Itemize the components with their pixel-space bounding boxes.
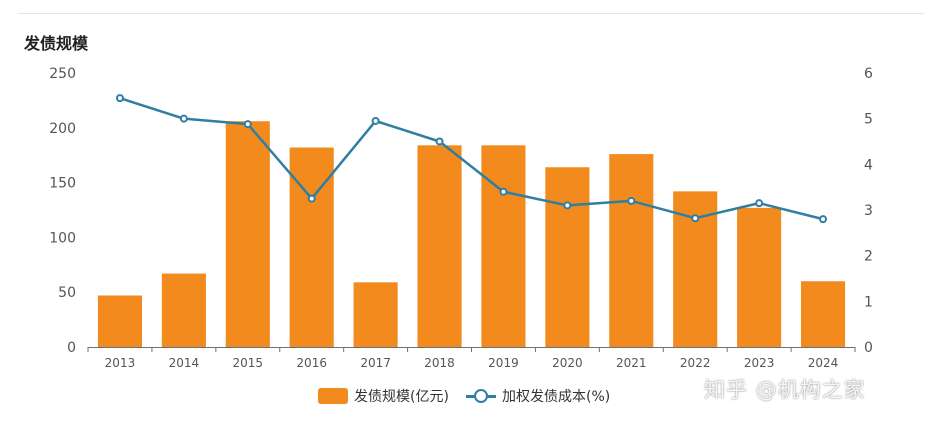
point-2015 (243, 120, 252, 129)
legend-item-bond-size[interactable]: 发债规模(亿元) (318, 386, 449, 406)
x-tick-label: 2022 (680, 356, 711, 370)
y-left-tick-label: 150 (49, 176, 76, 192)
x-tick-label: 2014 (169, 356, 200, 370)
point-2018 (435, 137, 444, 146)
x-tick-label: 2023 (744, 356, 775, 370)
y-right-tick-label: 2 (864, 249, 873, 265)
legend: 发债规模(亿元) 加权发债成本(%) (0, 386, 930, 412)
bar-2024 (800, 281, 846, 347)
y-left-tick-label: 200 (49, 121, 76, 137)
y-right-tick-label: 1 (864, 294, 873, 310)
point-2019 (499, 187, 508, 196)
bar-2023 (737, 207, 782, 347)
bar-2016 (289, 147, 334, 347)
bar-2020 (545, 167, 590, 347)
y-left-tick-label: 100 (49, 230, 76, 246)
y-right-tick-label: 0 (864, 340, 873, 356)
x-tick-label: 2021 (616, 356, 647, 370)
x-tick-label: 2020 (552, 356, 583, 370)
chart-title: 发债规模 (24, 34, 89, 53)
bar-2019 (481, 145, 526, 347)
y-right-tick-label: 5 (864, 112, 873, 128)
bar-2013 (97, 295, 143, 347)
x-tick-label: 2019 (488, 356, 519, 370)
point-2016 (307, 194, 316, 203)
legend-label-bond-size: 发债规模(亿元) (354, 389, 449, 405)
legend-bar-swatch (318, 388, 348, 404)
y-right-tick-label: 4 (864, 157, 873, 173)
bar-2021 (609, 154, 654, 347)
line-weighted-cost (119, 96, 824, 221)
x-tick-label: 2013 (105, 356, 136, 370)
top-divider (18, 13, 924, 14)
watermark: 知乎 @机构之家 (704, 378, 866, 402)
y-left-tick-label: 0 (67, 340, 76, 356)
point-2017 (371, 116, 380, 125)
point-2021 (627, 196, 636, 205)
point-2023 (755, 199, 764, 208)
y-right-tick-label: 3 (864, 203, 873, 219)
legend-label-weighted-cost: 加权发债成本(%) (502, 389, 611, 405)
legend-line-swatch (466, 388, 496, 404)
point-2024 (819, 215, 828, 224)
point-2014 (179, 114, 188, 123)
bar-2018 (417, 145, 462, 347)
point-2022 (691, 214, 700, 223)
bar-2017 (353, 282, 398, 347)
y-left-tick-label: 50 (58, 285, 76, 301)
point-2020 (563, 201, 572, 210)
legend-item-weighted-cost[interactable]: 加权发债成本(%) (466, 386, 610, 406)
x-tick-label: 2016 (296, 356, 327, 370)
y-left-tick-label: 250 (49, 66, 76, 82)
bar-2015 (225, 121, 270, 347)
x-tick-label: 2017 (360, 356, 391, 370)
x-tick-label: 2018 (424, 356, 455, 370)
y-right-tick-label: 6 (864, 66, 873, 82)
x-tick-label: 2015 (233, 356, 264, 370)
x-tick-label: 2024 (808, 356, 839, 370)
point-2013 (115, 94, 124, 103)
bar-2014 (161, 273, 206, 347)
